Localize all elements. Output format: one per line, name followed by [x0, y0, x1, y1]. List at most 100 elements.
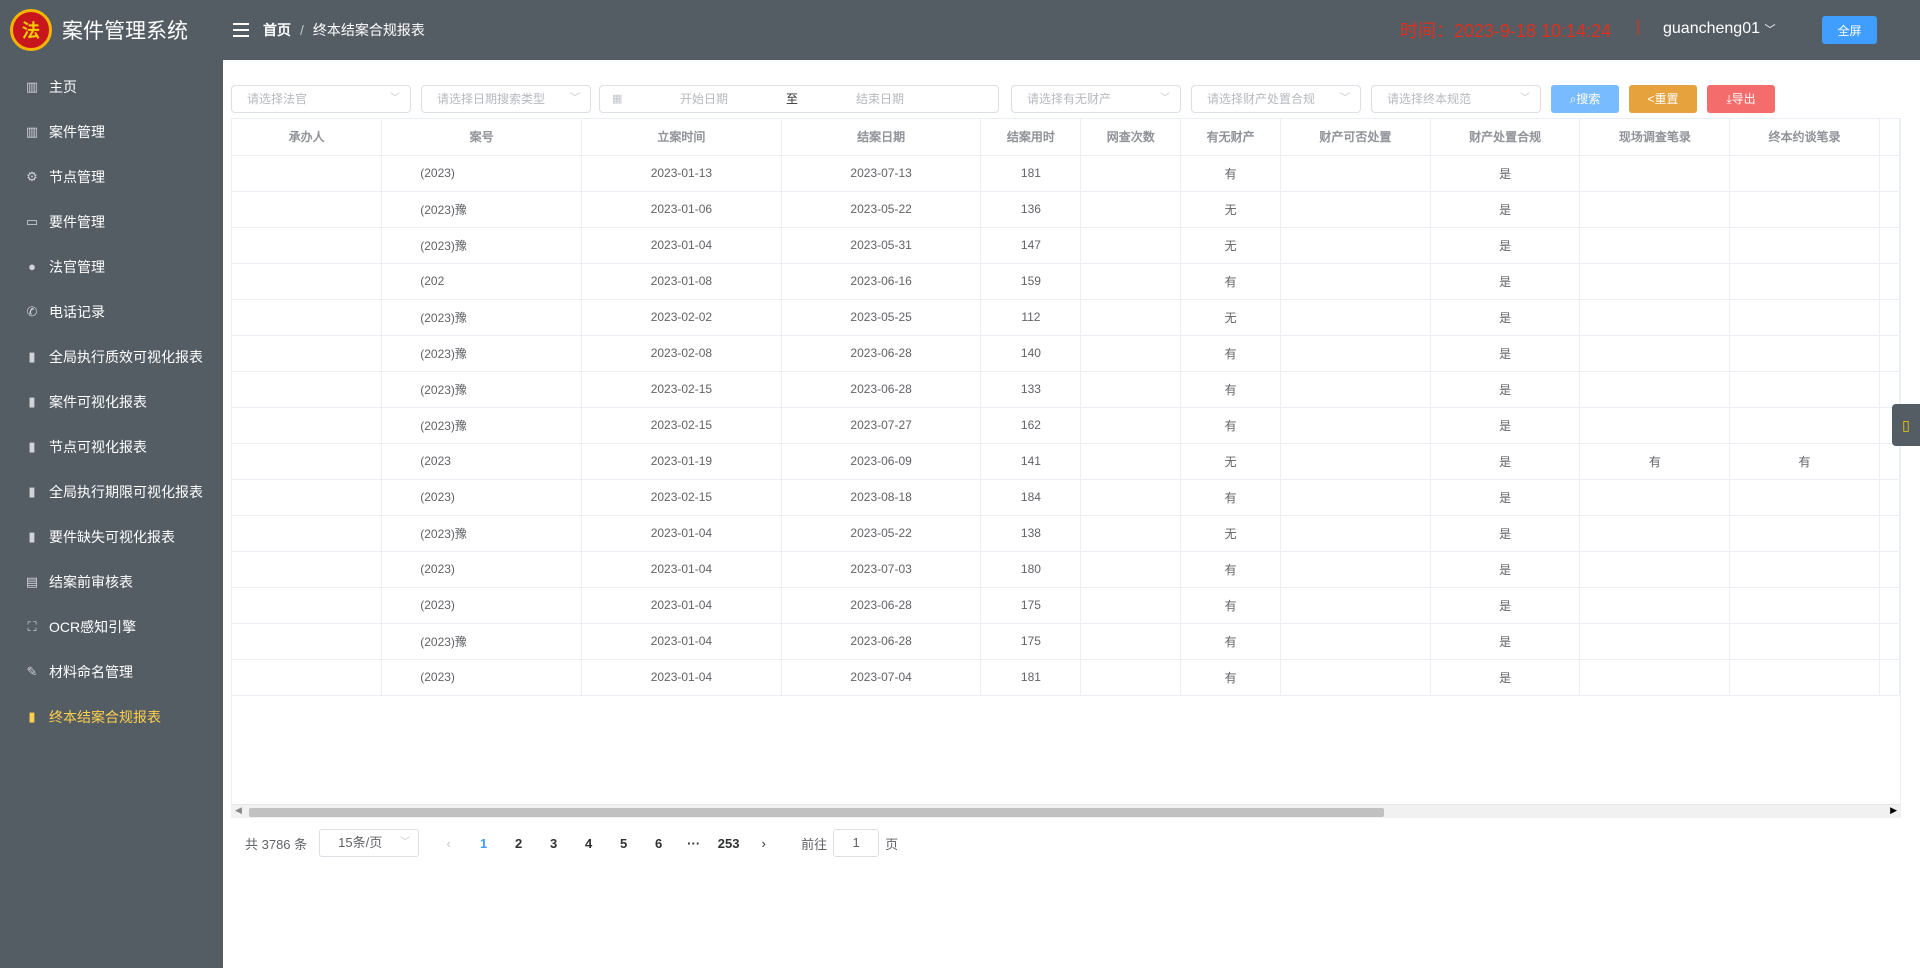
chevron-down-icon: ﹀	[400, 837, 411, 848]
table-cell	[1080, 515, 1182, 552]
breadcrumb-home[interactable]: 首页	[263, 22, 291, 38]
column-header[interactable]: 终本约谈笔录	[1729, 119, 1880, 156]
sidebar-item-label: 电话记录	[49, 303, 105, 320]
prev-page-icon[interactable]: ‹	[446, 835, 451, 851]
table-cell	[232, 371, 383, 408]
table-row[interactable]: (2023)豫 2023-02-02 2023-05-25 112 无 是	[232, 299, 1900, 336]
page-number[interactable]: 3	[550, 835, 558, 851]
table-row[interactable]: (2023) 2023-01-13 2023-07-13 181 有 是	[232, 155, 1900, 192]
column-header[interactable]: 承办人	[232, 119, 383, 156]
table-cell	[1579, 191, 1731, 228]
sidebar-item[interactable]: ⛶ OCR感知引擎	[0, 604, 223, 649]
disposal-compliance-select[interactable]: 请选择财产处置合规 ﹀	[1191, 85, 1361, 113]
column-header[interactable]: 案号	[381, 119, 583, 156]
table-row[interactable]: (2023)豫 2023-02-08 2023-06-28 140 有 是	[232, 335, 1900, 372]
table-cell	[1080, 623, 1182, 660]
page-number[interactable]: 4	[585, 835, 593, 851]
column-header[interactable]: 结案用时	[980, 119, 1082, 156]
sidebar-item[interactable]: ✎ 材料命名管理	[0, 649, 223, 694]
sidebar-item[interactable]: ✆ 电话记录	[0, 289, 223, 334]
scroll-left-icon[interactable]: ◀	[235, 805, 242, 815]
start-date-input[interactable]: 开始日期	[680, 92, 729, 106]
column-header[interactable]: 有无财产	[1180, 119, 1281, 156]
search-button[interactable]: ⌕搜索	[1551, 85, 1619, 113]
sidebar-item[interactable]: ▮ 全局执行质效可视化报表	[0, 334, 223, 379]
table-cell: 2023-05-25	[781, 299, 982, 336]
table-cell: 无	[1180, 443, 1281, 480]
sidebar-item[interactable]: ▥ 主页	[0, 64, 223, 109]
scroll-right-icon[interactable]: ▶	[1890, 805, 1897, 815]
sidebar-item[interactable]: ▮ 案件可视化报表	[0, 379, 223, 424]
table-cell	[1579, 479, 1731, 516]
export-button[interactable]: ⤓导出	[1707, 85, 1775, 113]
scrollbar-thumb[interactable]	[249, 808, 1384, 817]
sidebar-item[interactable]: ▤ 结案前审核表	[0, 559, 223, 604]
date-range-picker[interactable]: ▦ 开始日期 至 结束日期	[599, 85, 999, 113]
table-row[interactable]: (2023)豫 2023-01-06 2023-05-22 136 无 是	[232, 191, 1900, 228]
page-number[interactable]: 253	[717, 835, 740, 851]
horizontal-scrollbar[interactable]: ◀ ▶	[231, 804, 1901, 818]
sidebar-item[interactable]: ▮ 节点可视化报表	[0, 424, 223, 469]
sidebar-item-label: 结案前审核表	[49, 573, 133, 590]
termination-select[interactable]: 请选择终本规范 ﹀	[1371, 85, 1541, 113]
page-number[interactable]: 2	[515, 835, 523, 851]
side-tool-icon[interactable]: ▯	[1892, 404, 1920, 446]
table-row[interactable]: (2023)豫 2023-01-04 2023-06-28 175 有 是	[232, 623, 1900, 660]
table-cell: 2023-06-16	[781, 263, 982, 300]
table-row[interactable]: (2023 2023-01-19 2023-06-09 141 无是有有	[232, 443, 1900, 480]
fullscreen-button[interactable]: 全屏	[1822, 16, 1877, 44]
date-type-select[interactable]: 请选择日期搜索类型 ﹀	[421, 85, 591, 113]
column-header[interactable]: 结案日期	[781, 119, 982, 156]
table-cell: (2023	[381, 443, 583, 480]
sidebar-item[interactable]: ● 法官管理	[0, 244, 223, 289]
menu-toggle-icon[interactable]	[233, 23, 249, 37]
table-row[interactable]: (2023) 2023-01-04 2023-06-28 175 有 是	[232, 587, 1900, 624]
table-cell	[1280, 371, 1431, 408]
page-number[interactable]: 1	[480, 835, 488, 851]
judge-select[interactable]: 请选择法官 ﹀	[231, 85, 411, 113]
page-number[interactable]: ···	[687, 835, 701, 851]
sidebar-item[interactable]: ▮ 终本结案合规报表	[0, 694, 223, 739]
sidebar-item-label: 案件可视化报表	[49, 393, 147, 410]
table-cell: 是	[1430, 371, 1581, 408]
property-select[interactable]: 请选择有无财产 ﹀	[1011, 85, 1181, 113]
date-type-placeholder: 请选择日期搜索类型	[437, 92, 546, 106]
column-header[interactable]: 财产可否处置	[1280, 119, 1431, 156]
table-cell	[1280, 335, 1431, 372]
end-date-input[interactable]: 结束日期	[856, 92, 905, 106]
table-row[interactable]: (2023)豫 2023-02-15 2023-06-28 133 有 是	[232, 371, 1900, 408]
table-cell: 有	[1180, 263, 1281, 300]
table-row[interactable]: (2023) 2023-01-04 2023-07-03 180 有 是	[232, 551, 1900, 588]
table-cell	[232, 263, 383, 300]
sidebar-item[interactable]: ⚙ 节点管理	[0, 154, 223, 199]
sidebar-item[interactable]: ▭ 要件管理	[0, 199, 223, 244]
table-row[interactable]: (2023)豫 2023-01-04 2023-05-31 147 无 是	[232, 227, 1900, 264]
table-cell	[1280, 191, 1431, 228]
table-cell: 是	[1430, 407, 1581, 444]
user-menu[interactable]: guancheng01 ﹀	[1663, 20, 1775, 38]
column-header[interactable]: 现场调查笔录	[1579, 119, 1731, 156]
table-row[interactable]: (2023) 2023-01-04 2023-07-04 181 有 是	[232, 659, 1900, 696]
table-row[interactable]: (2023)豫 2023-01-04 2023-05-22 138 无 是	[232, 515, 1900, 552]
sidebar-item[interactable]: ▮ 全局执行期限可视化报表	[0, 469, 223, 514]
bar-chart-icon: ▮	[28, 438, 36, 454]
table-cell	[1080, 407, 1182, 444]
table-row[interactable]: (2023) 2023-02-15 2023-08-18 184 有 是	[232, 479, 1900, 516]
table-cell: 有	[1729, 443, 1880, 480]
table-row[interactable]: (2023)豫 2023-02-15 2023-07-27 162 有 是	[232, 407, 1900, 444]
sidebar-item[interactable]: ▥ 案件管理	[0, 109, 223, 154]
next-page-icon[interactable]: ›	[761, 835, 766, 851]
table-row[interactable]: (202 2023-01-08 2023-06-16 159 有 是	[232, 263, 1900, 300]
goto-page-input[interactable]: 1	[833, 829, 880, 857]
page-number[interactable]: 6	[655, 835, 663, 851]
page-number[interactable]: 5	[620, 835, 628, 851]
sidebar-item[interactable]: ▮ 要件缺失可视化报表	[0, 514, 223, 559]
table-cell: 有	[1180, 479, 1281, 516]
column-header[interactable]: 网查次数	[1080, 119, 1182, 156]
page-size-select[interactable]: 15条/页 ﹀	[319, 829, 420, 857]
reset-button[interactable]: <重置	[1629, 85, 1697, 113]
column-header[interactable]: 立案时间	[581, 119, 782, 156]
column-header[interactable]: 财产处置合规	[1430, 119, 1581, 156]
table-cell: 162	[980, 407, 1082, 444]
table-cell: 2023-02-02	[581, 299, 782, 336]
